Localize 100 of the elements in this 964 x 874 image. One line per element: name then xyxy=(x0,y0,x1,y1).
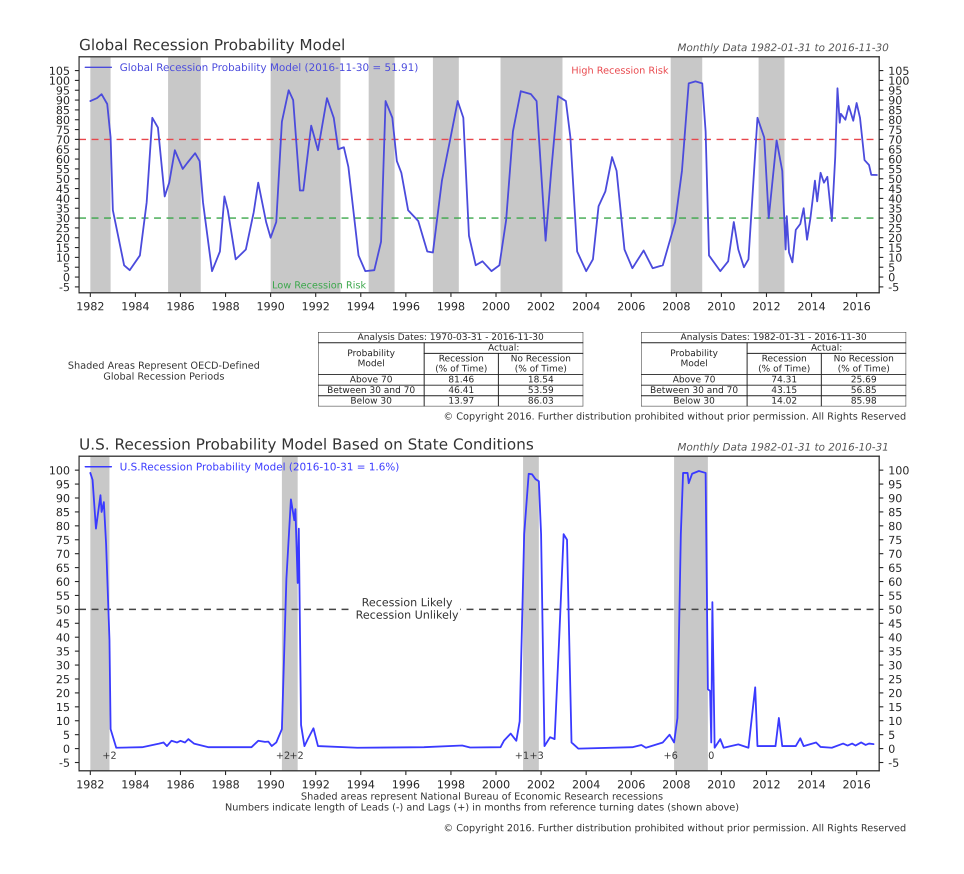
y2-tick-label: 0 xyxy=(888,273,895,282)
y-tick-label: 80 xyxy=(56,522,70,530)
x-tick-label: 1994 xyxy=(348,780,374,788)
x-tick-label: 2014 xyxy=(798,780,826,788)
y-tick-label: 10 xyxy=(57,716,70,726)
annotation: +1 xyxy=(516,752,528,759)
y2-tick-label: 15 xyxy=(889,244,902,252)
text: 14.02 xyxy=(772,396,796,404)
y-tick-label: 30 xyxy=(56,214,70,222)
x-tick-label: 2004 xyxy=(572,780,600,788)
y-tick-label: 0 xyxy=(64,273,70,282)
y2-tick-label: 25 xyxy=(889,674,902,684)
annotation: +2 xyxy=(103,752,116,759)
y2-tick-label: 5 xyxy=(889,730,894,740)
ref-line-label: Low Recession Risk xyxy=(273,281,366,289)
chart-subtitle: Monthly Data 1982-01-31 to 2016-11-30 xyxy=(678,43,888,54)
x-tick-label: 1998 xyxy=(438,780,464,788)
chart-title: U.S. Recession Probability Model Based on State Conditions xyxy=(80,438,534,453)
x-tick-label: 2008 xyxy=(662,780,690,788)
text: Above 70 xyxy=(350,376,392,382)
y-tick-label: -5 xyxy=(59,758,70,767)
y2-tick-label: 15 xyxy=(889,702,902,712)
y2-tick-label: 5 xyxy=(889,263,894,272)
legend-label: U.S.Recession Probability Model (2016-10-31 = 1.6%) xyxy=(120,462,398,473)
y2-tick-label: 75 xyxy=(889,536,902,544)
y-tick-label: 70 xyxy=(56,550,70,558)
y-tick-label: 80 xyxy=(56,116,70,124)
x-tick-label: 1986 xyxy=(168,780,194,788)
annotation: +2 xyxy=(290,752,303,759)
y-tick-label: 55 xyxy=(56,592,70,600)
x-tick-label: 1992 xyxy=(302,780,329,788)
text: Shaded Areas Represent OECD-Defined Global Recession Periods xyxy=(68,361,260,380)
x-tick-label: 1982 xyxy=(77,780,104,788)
y-tick-label: 85 xyxy=(56,106,70,114)
y2-tick-label: -5 xyxy=(888,283,898,292)
y-tick-label: 20 xyxy=(56,688,70,698)
y-tick-label: 65 xyxy=(56,145,70,154)
y-tick-label: 15 xyxy=(57,244,70,252)
text: 74.31 xyxy=(772,376,796,382)
x-tick-label: 1994 xyxy=(348,302,374,310)
y2-tick-label: 10 xyxy=(889,253,902,262)
x-tick-label: 2006 xyxy=(618,780,645,788)
y-tick-label: -5 xyxy=(59,283,70,292)
y-tick-label: 60 xyxy=(56,155,70,164)
y-tick-label: 65 xyxy=(56,564,70,572)
x-tick-label: 2016 xyxy=(843,780,870,788)
y-tick-label: 50 xyxy=(56,174,70,184)
y2-tick-label: 65 xyxy=(888,564,902,572)
y2-tick-label: 95 xyxy=(888,480,902,488)
y2-tick-label: 65 xyxy=(888,145,902,154)
y2-tick-label: 70 xyxy=(889,550,902,558)
y-tick-label: 75 xyxy=(56,536,70,544)
y-tick-label: 45 xyxy=(56,184,70,193)
annotation: +6 xyxy=(664,752,678,759)
y2-tick-label: 100 xyxy=(889,466,909,475)
y2-tick-label: 20 xyxy=(889,688,902,698)
y2-tick-label: 10 xyxy=(889,716,902,726)
text: 53.59 xyxy=(528,386,554,394)
annotation: +3 xyxy=(530,752,543,759)
ref-line-label: High Recession Risk xyxy=(572,66,669,76)
x-tick-label: 1986 xyxy=(168,302,194,310)
x-tick-label: 1984 xyxy=(122,302,149,310)
y2-tick-label: 55 xyxy=(889,592,902,600)
text: Actual: xyxy=(488,344,518,351)
x-tick-label: 1990 xyxy=(258,780,284,788)
text: 43.15 xyxy=(772,386,796,394)
y2-tick-label: 55 xyxy=(889,165,902,174)
x-tick-label: 2000 xyxy=(482,302,510,310)
text: 85.98 xyxy=(851,396,876,404)
x-tick-label: 1988 xyxy=(212,780,239,788)
y-tick-label: 45 xyxy=(56,619,70,628)
y2-tick-label: 75 xyxy=(889,126,902,134)
y2-tick-label: 0 xyxy=(888,744,895,753)
y-tick-label: 95 xyxy=(56,480,70,488)
y-tick-label: 10 xyxy=(57,253,70,262)
y2-tick-label: 50 xyxy=(889,174,902,184)
y-tick-label: 95 xyxy=(56,86,70,95)
x-tick-label: 1988 xyxy=(212,302,239,310)
y-tick-label: 70 xyxy=(56,135,70,144)
text: Analysis Dates: 1982-01-31 - 2016-11-30 xyxy=(680,333,866,342)
x-tick-label: 2016 xyxy=(843,302,870,310)
y-tick-label: 90 xyxy=(56,96,70,104)
y2-tick-label: 80 xyxy=(888,522,902,530)
y-tick-label: 90 xyxy=(56,494,70,502)
y2-tick-label: 30 xyxy=(889,661,902,670)
y-tick-label: 40 xyxy=(56,633,70,642)
y-tick-label: 85 xyxy=(56,508,70,516)
y2-tick-label: 70 xyxy=(889,135,902,144)
y2-tick-label: 40 xyxy=(888,633,902,642)
y-tick-label: 5 xyxy=(64,263,70,272)
y-tick-label: 40 xyxy=(56,194,70,203)
text: 13.97 xyxy=(449,396,474,404)
y2-tick-label: 20 xyxy=(889,234,902,242)
x-tick-label: 2010 xyxy=(708,302,735,310)
y2-tick-label: 90 xyxy=(888,96,902,104)
y-tick-label: 25 xyxy=(56,224,70,232)
y-tick-label: 35 xyxy=(56,647,70,656)
ref-line-label: Recession Likely Recession Unlikely xyxy=(356,598,458,621)
text: No Recession (% of Time) xyxy=(512,354,570,373)
y-tick-label: 15 xyxy=(57,702,70,712)
